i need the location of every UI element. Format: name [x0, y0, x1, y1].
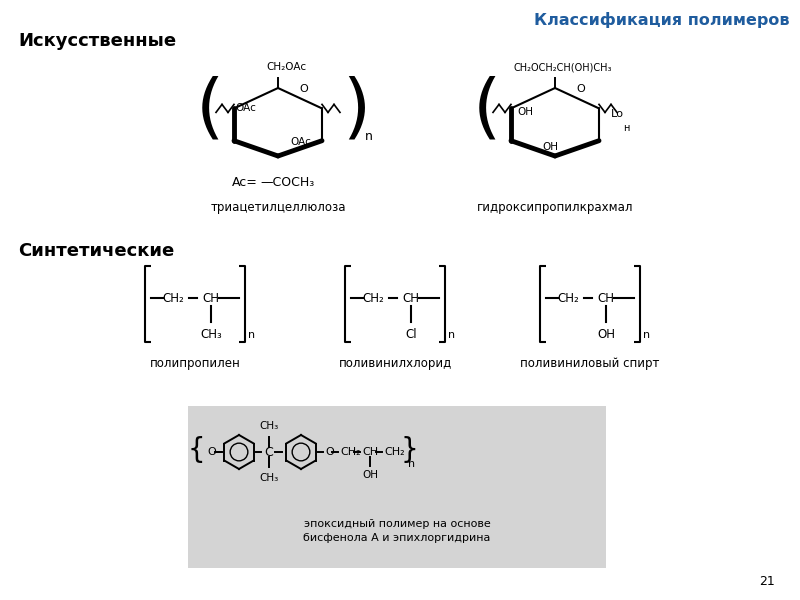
Text: Синтетические: Синтетические: [18, 242, 174, 260]
Text: эпоксидный полимер на основе: эпоксидный полимер на основе: [304, 519, 490, 529]
Text: OH: OH: [517, 107, 533, 117]
Text: CH₂: CH₂: [384, 447, 405, 457]
Text: (: (: [196, 76, 224, 145]
Text: O: O: [577, 84, 586, 94]
Text: Искусственные: Искусственные: [18, 32, 176, 50]
Text: полипропилен: полипропилен: [150, 358, 240, 370]
Text: O: O: [207, 447, 216, 457]
Text: OH: OH: [362, 470, 378, 480]
Text: н: н: [623, 123, 630, 133]
Text: n: n: [365, 130, 373, 142]
Text: CH₂: CH₂: [362, 292, 384, 304]
Text: CH₂OAc: CH₂OAc: [266, 62, 306, 72]
Text: n: n: [643, 330, 650, 340]
Text: CH₃: CH₃: [259, 421, 278, 431]
Text: O: O: [300, 84, 308, 94]
Text: CH: CH: [402, 292, 419, 304]
Text: Классификация полимеров: Классификация полимеров: [534, 12, 790, 28]
Text: C: C: [265, 445, 274, 458]
Text: CH₂: CH₂: [557, 292, 579, 304]
Text: гидроксипропилкрахмал: гидроксипропилкрахмал: [477, 200, 634, 214]
Text: OAc: OAc: [235, 103, 256, 113]
Text: триацетилцеллюлоза: триацетилцеллюлоза: [210, 200, 346, 214]
Text: поливинилхлорид: поливинилхлорид: [338, 358, 452, 370]
Text: ): ): [342, 76, 370, 145]
Text: Lо: Lо: [611, 109, 624, 119]
Text: CH₂: CH₂: [340, 447, 361, 457]
Text: CH: CH: [202, 292, 219, 304]
Text: CH₂OCH₂CH(OH)CH₃: CH₂OCH₂CH(OH)CH₃: [514, 62, 612, 72]
Text: OAc: OAc: [290, 137, 311, 147]
Text: n: n: [408, 459, 415, 469]
Text: бисфенола А и эпихлоргидрина: бисфенола А и эпихлоргидрина: [303, 533, 490, 543]
Text: CH₃: CH₃: [200, 328, 222, 341]
Text: n: n: [448, 330, 455, 340]
FancyBboxPatch shape: [188, 406, 606, 568]
Text: —COCH₃: —COCH₃: [260, 175, 314, 188]
Text: {: {: [187, 436, 205, 464]
Text: CH: CH: [598, 292, 614, 304]
Text: OH: OH: [542, 142, 558, 152]
Text: O: O: [325, 447, 334, 457]
Text: OH: OH: [597, 328, 615, 341]
Text: n: n: [248, 330, 255, 340]
Text: CH₂: CH₂: [162, 292, 184, 304]
Text: 21: 21: [759, 575, 775, 588]
Text: поливиниловый спирт: поливиниловый спирт: [520, 358, 660, 370]
Text: Cl: Cl: [405, 328, 417, 341]
Text: }: }: [400, 436, 418, 464]
Text: Ac=: Ac=: [232, 175, 258, 188]
Text: (: (: [473, 76, 501, 145]
Text: CH₃: CH₃: [259, 473, 278, 483]
Text: CH: CH: [362, 447, 378, 457]
